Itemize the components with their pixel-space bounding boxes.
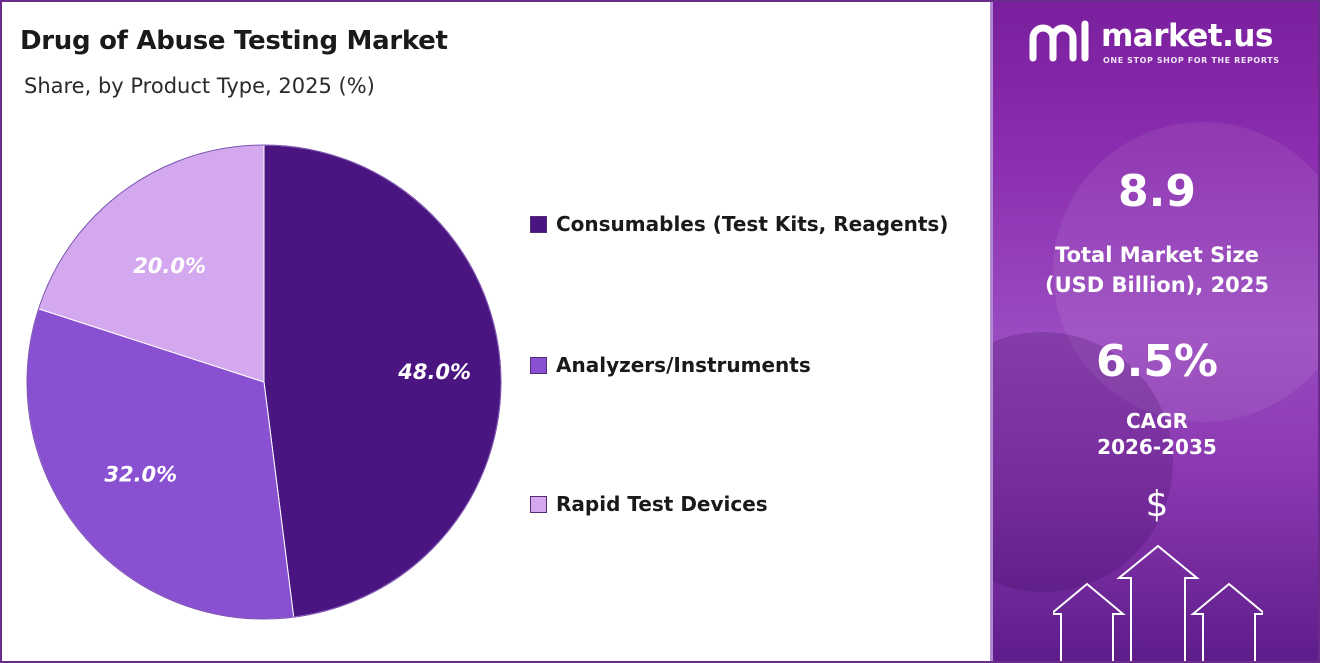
legend-swatch-rapid-test — [530, 495, 547, 513]
market-size-label-line1: Total Market Size — [1055, 243, 1259, 267]
legend-label-consumables: Consumables (Test Kits, Reagents) — [556, 212, 949, 236]
brand-tagline: ONE STOP SHOP FOR THE REPORTS — [1103, 56, 1280, 65]
market-size-value: 8.9 — [1118, 166, 1196, 217]
cagr-value: 6.5% — [1095, 336, 1219, 387]
up-arrow-icon — [1190, 582, 1263, 661]
legend-label-rapid-test: Rapid Test Devices — [556, 492, 768, 516]
legend-swatch-consumables — [530, 215, 547, 233]
pie-outline — [26, 144, 502, 620]
legend-item-rapid-test: Rapid Test Devices — [530, 492, 768, 516]
brand-logo: market.us ONE STOP SHOP FOR THE REPORTS — [1029, 16, 1299, 72]
legend-item-consumables: Consumables (Test Kits, Reagents) — [530, 212, 948, 236]
up-arrows-graphic — [1053, 544, 1263, 661]
legend-item-analyzers: Analyzers/Instruments — [530, 353, 811, 377]
pie-data-label-0: 48.0% — [397, 360, 471, 384]
pie-data-label-2: 20.0% — [133, 254, 206, 278]
brand-name: market.us — [1101, 18, 1273, 54]
up-arrow-icon — [1053, 582, 1126, 661]
dollar-sign-icon: $ — [1145, 484, 1169, 525]
market-size-label-line2: (USD Billion), 2025 — [1044, 273, 1270, 297]
legend-swatch-analyzers — [530, 356, 547, 374]
market-summary-panel: market.us ONE STOP SHOP FOR THE REPORTS … — [990, 2, 1318, 661]
pie-data-label-1: 32.0% — [104, 463, 177, 487]
cagr-label-line1: CAGR — [1126, 409, 1188, 433]
cagr-label-line2: 2026-2035 — [1097, 435, 1217, 459]
legend-label-analyzers: Analyzers/Instruments — [556, 353, 811, 377]
chart-title: Drug of Abuse Testing Market — [20, 26, 448, 56]
chart-subtitle: Share, by Product Type, 2025 (%) — [24, 74, 375, 98]
pie-chart: 48.0% 32.0% 20.0% — [26, 144, 502, 620]
up-arrow-icon — [1116, 544, 1200, 661]
market-us-logo-icon — [1029, 20, 1089, 62]
